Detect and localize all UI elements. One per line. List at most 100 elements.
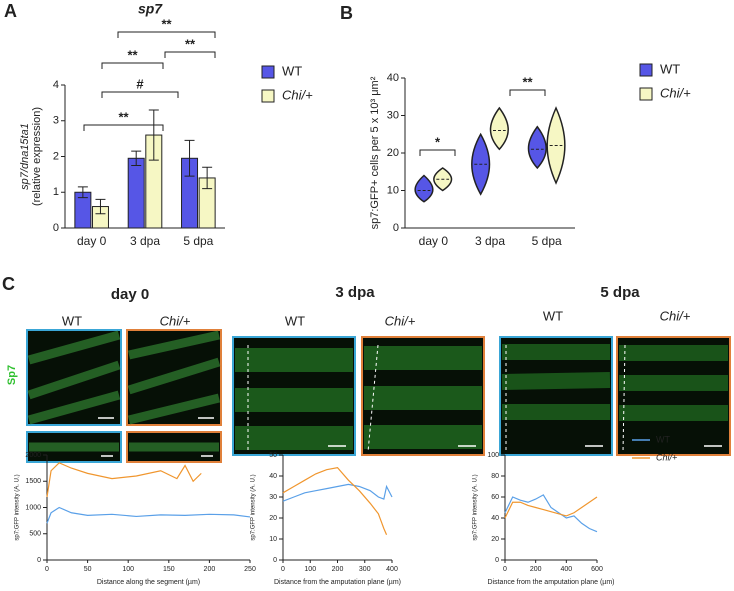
y-axis-label: sp7:GFP intensity (A. U.) bbox=[15, 474, 21, 540]
legend-label: WT bbox=[660, 61, 680, 76]
x-tick-label: 200 bbox=[332, 566, 344, 573]
line bbox=[46, 462, 202, 498]
bar bbox=[127, 157, 145, 229]
y-tick-label: 20 bbox=[491, 536, 499, 543]
micrographs bbox=[26, 329, 731, 463]
x-tick-label: 50 bbox=[84, 566, 92, 573]
y-axis-label: sp7:GFP intensity (A. U.) bbox=[473, 474, 479, 540]
legend-swatch bbox=[639, 87, 653, 101]
image-label: Chi/+ bbox=[660, 308, 691, 323]
error-bar bbox=[148, 109, 159, 161]
panel-label: C bbox=[2, 274, 15, 294]
x-tick-label: 250 bbox=[244, 566, 256, 573]
y-tick-label: 20 bbox=[269, 515, 277, 522]
y-tick-label: 500 bbox=[29, 531, 41, 538]
image-label: WT bbox=[543, 308, 563, 323]
violin bbox=[527, 125, 547, 170]
bracket bbox=[83, 124, 164, 131]
x-tick-label: 0 bbox=[503, 566, 507, 573]
line bbox=[504, 494, 598, 533]
legend-label: WT bbox=[656, 434, 670, 444]
violin bbox=[489, 106, 509, 151]
legend-swatch bbox=[261, 89, 275, 103]
y-axis-label: sp7:GFP+ cells per 5 x 10³ μm² bbox=[369, 76, 381, 229]
line bbox=[504, 496, 598, 519]
annotation: # bbox=[136, 76, 144, 91]
error-bar bbox=[77, 186, 88, 199]
y-tick-label: 0 bbox=[37, 557, 41, 564]
chart-title: day 0 bbox=[111, 286, 149, 303]
x-tick-label: 400 bbox=[386, 566, 398, 573]
chart-title: 3 dpa bbox=[335, 284, 375, 301]
image-label: WT bbox=[62, 313, 82, 328]
x-tick-label: 200 bbox=[204, 566, 216, 573]
error-bar bbox=[202, 166, 213, 190]
legend-label: Chi/+ bbox=[282, 87, 313, 102]
legend-swatch bbox=[261, 65, 275, 79]
y-tick-label: 60 bbox=[491, 494, 499, 501]
y-tick-label: 1 bbox=[53, 186, 59, 198]
image-label: Chi/+ bbox=[160, 313, 191, 328]
y-tick-label: 50 bbox=[269, 452, 277, 459]
y-tick-label: 1500 bbox=[25, 478, 41, 485]
x-tick-label: day 0 bbox=[419, 234, 449, 248]
y-tick-label: 0 bbox=[393, 222, 399, 234]
x-tick-label: 3 dpa bbox=[130, 234, 160, 248]
x-tick-label: 200 bbox=[530, 566, 542, 573]
x-tick-label: 150 bbox=[163, 566, 175, 573]
x-tick-label: 0 bbox=[281, 566, 285, 573]
y-tick-label: 30 bbox=[269, 494, 277, 501]
x-tick-label: 100 bbox=[122, 566, 134, 573]
bracket bbox=[101, 91, 179, 98]
y-tick-label: 2 bbox=[53, 150, 59, 162]
y-tick-label: 100 bbox=[487, 452, 499, 459]
annotation: ** bbox=[127, 47, 138, 62]
y-tick-label: 3 bbox=[53, 115, 59, 127]
y-tick-label: 20 bbox=[387, 147, 399, 159]
bracket bbox=[419, 149, 456, 156]
bracket bbox=[117, 31, 216, 38]
x-tick-label: day 0 bbox=[77, 234, 107, 248]
x-tick-label: 3 dpa bbox=[475, 234, 505, 248]
annotation: ** bbox=[185, 36, 196, 51]
panel-label: B bbox=[340, 3, 353, 23]
error-bar bbox=[184, 139, 195, 177]
legend-label: WT bbox=[282, 63, 302, 78]
y-tick-label: 40 bbox=[491, 515, 499, 522]
y-tick-label: 80 bbox=[491, 473, 499, 480]
annotation: ** bbox=[161, 16, 172, 31]
x-tick-label: 600 bbox=[591, 566, 603, 573]
x-axis-label: Distance from the amputation plane (µm) bbox=[488, 579, 615, 586]
x-axis-label: Distance from the amputation plane (µm) bbox=[274, 579, 401, 586]
legend-label: Chi/+ bbox=[656, 452, 677, 462]
y-tick-label: 0 bbox=[495, 557, 499, 564]
x-tick-label: 5 dpa bbox=[532, 234, 562, 248]
bracket bbox=[101, 62, 164, 69]
violin bbox=[414, 174, 434, 203]
x-axis-label: Distance along the segment (µm) bbox=[97, 579, 200, 586]
y-tick-label: 1000 bbox=[25, 504, 41, 511]
channel-label: Sp7 bbox=[6, 365, 18, 385]
legend-label: Chi/+ bbox=[660, 85, 691, 100]
legend-swatch bbox=[639, 63, 653, 77]
y-tick-label: 40 bbox=[269, 473, 277, 480]
y-axis-label: (relative expression) bbox=[31, 107, 43, 206]
bracket bbox=[509, 89, 546, 96]
annotation: ** bbox=[118, 109, 129, 124]
y-tick-label: 10 bbox=[269, 536, 277, 543]
annotation: ** bbox=[522, 74, 533, 89]
bracket bbox=[164, 51, 216, 58]
y-axis-label: sp7/dna15ta1 bbox=[19, 123, 31, 190]
y-tick-label: 10 bbox=[387, 184, 399, 196]
x-tick-label: 5 dpa bbox=[183, 234, 213, 248]
y-tick-label: 40 bbox=[387, 72, 399, 84]
y-tick-label: 0 bbox=[273, 557, 277, 564]
panel-label: A bbox=[4, 1, 17, 21]
y-axis-label: sp7:GFP intensity (A. U.) bbox=[251, 474, 257, 540]
x-tick-label: 100 bbox=[304, 566, 316, 573]
y-tick-label: 30 bbox=[387, 109, 399, 121]
image-label: WT bbox=[285, 313, 305, 328]
chart-title: 5 dpa bbox=[600, 284, 640, 301]
y-tick-label: 2000 bbox=[25, 452, 41, 459]
